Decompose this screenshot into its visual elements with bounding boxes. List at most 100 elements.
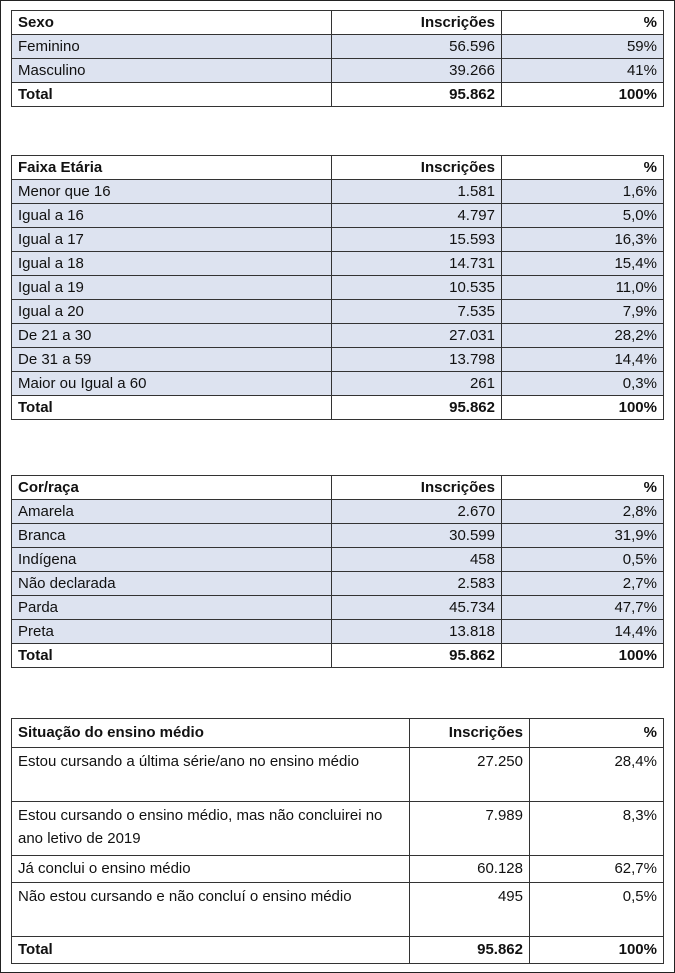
row-percent: 59% bbox=[501, 34, 664, 59]
row-count: 45.734 bbox=[331, 595, 502, 620]
row-percent: 47,7% bbox=[501, 595, 664, 620]
total-percent: 100% bbox=[501, 82, 664, 107]
table-row: Parda 45.734 47,7% bbox=[11, 595, 664, 620]
row-count: 60.128 bbox=[409, 855, 530, 883]
total-count: 95.862 bbox=[409, 936, 530, 964]
table-header-row: Cor/raça Inscrições % bbox=[11, 475, 664, 500]
row-percent: 16,3% bbox=[501, 227, 664, 252]
row-count: 261 bbox=[331, 371, 502, 396]
column-header: Sexo bbox=[11, 10, 332, 35]
table-row: Indígena 458 0,5% bbox=[11, 547, 664, 572]
row-percent: 0,3% bbox=[501, 371, 664, 396]
row-label: Preta bbox=[11, 619, 332, 644]
row-count: 7.535 bbox=[331, 299, 502, 324]
row-count: 39.266 bbox=[331, 58, 502, 83]
row-label: Não declarada bbox=[11, 571, 332, 596]
row-percent: 31,9% bbox=[501, 523, 664, 548]
faixa-etaria-table: Faixa Etária Inscrições % Menor que 16 1… bbox=[11, 155, 664, 420]
row-label: Indígena bbox=[11, 547, 332, 572]
row-percent: 41% bbox=[501, 58, 664, 83]
total-percent: 100% bbox=[501, 643, 664, 668]
row-count: 2.583 bbox=[331, 571, 502, 596]
table-header-row: Situação do ensino médio Inscrições % bbox=[11, 718, 664, 748]
row-label: Maior ou Igual a 60 bbox=[11, 371, 332, 396]
row-count: 30.599 bbox=[331, 523, 502, 548]
row-percent: 2,7% bbox=[501, 571, 664, 596]
table-row: Igual a 18 14.731 15,4% bbox=[11, 251, 664, 276]
column-header: % bbox=[529, 718, 664, 748]
table-row: Masculino 39.266 41% bbox=[11, 58, 664, 83]
row-label: Não estou cursando e não concluí o ensin… bbox=[11, 882, 410, 937]
table-header-row: Sexo Inscrições % bbox=[11, 10, 664, 35]
row-percent: 15,4% bbox=[501, 251, 664, 276]
row-percent: 8,3% bbox=[529, 801, 664, 856]
row-percent: 0,5% bbox=[529, 882, 664, 937]
row-count: 13.818 bbox=[331, 619, 502, 644]
table-row: Amarela 2.670 2,8% bbox=[11, 499, 664, 524]
row-label: Masculino bbox=[11, 58, 332, 83]
table-row: Não declarada 2.583 2,7% bbox=[11, 571, 664, 596]
column-header: Inscrições bbox=[331, 475, 502, 500]
column-header: Faixa Etária bbox=[11, 155, 332, 180]
sexo-table: Sexo Inscrições % Feminino 56.596 59% Ma… bbox=[11, 10, 664, 107]
row-percent: 62,7% bbox=[529, 855, 664, 883]
table-row: Maior ou Igual a 60 261 0,3% bbox=[11, 371, 664, 396]
column-header: Inscrições bbox=[409, 718, 530, 748]
table-row: Branca 30.599 31,9% bbox=[11, 523, 664, 548]
total-label: Total bbox=[11, 395, 332, 420]
column-header: Cor/raça bbox=[11, 475, 332, 500]
column-header: % bbox=[501, 475, 664, 500]
row-label: Estou cursando o ensino médio, mas não c… bbox=[11, 801, 410, 856]
cor-raca-table: Cor/raça Inscrições % Amarela 2.670 2,8%… bbox=[11, 475, 664, 668]
total-count: 95.862 bbox=[331, 82, 502, 107]
total-row: Total 95.862 100% bbox=[11, 936, 664, 964]
total-label: Total bbox=[11, 936, 410, 964]
column-header: Inscrições bbox=[331, 155, 502, 180]
table-row: De 31 a 59 13.798 14,4% bbox=[11, 347, 664, 372]
row-label: Igual a 16 bbox=[11, 203, 332, 228]
row-percent: 7,9% bbox=[501, 299, 664, 324]
table-row: Estou cursando o ensino médio, mas não c… bbox=[11, 801, 664, 856]
row-percent: 5,0% bbox=[501, 203, 664, 228]
total-label: Total bbox=[11, 643, 332, 668]
table-row: Preta 13.818 14,4% bbox=[11, 619, 664, 644]
row-count: 15.593 bbox=[331, 227, 502, 252]
row-label: Amarela bbox=[11, 499, 332, 524]
column-header: Situação do ensino médio bbox=[11, 718, 410, 748]
row-label: De 31 a 59 bbox=[11, 347, 332, 372]
row-count: 458 bbox=[331, 547, 502, 572]
row-count: 1.581 bbox=[331, 179, 502, 204]
table-row: Igual a 19 10.535 11,0% bbox=[11, 275, 664, 300]
row-label: Branca bbox=[11, 523, 332, 548]
table-row: Igual a 20 7.535 7,9% bbox=[11, 299, 664, 324]
total-label: Total bbox=[11, 82, 332, 107]
column-header: % bbox=[501, 10, 664, 35]
total-count: 95.862 bbox=[331, 395, 502, 420]
row-count: 56.596 bbox=[331, 34, 502, 59]
row-count: 14.731 bbox=[331, 251, 502, 276]
row-percent: 2,8% bbox=[501, 499, 664, 524]
table-row: Já conclui o ensino médio 60.128 62,7% bbox=[11, 855, 664, 883]
table-row: De 21 a 30 27.031 28,2% bbox=[11, 323, 664, 348]
row-label: Igual a 18 bbox=[11, 251, 332, 276]
row-label: Menor que 16 bbox=[11, 179, 332, 204]
total-row: Total 95.862 100% bbox=[11, 82, 664, 107]
row-count: 10.535 bbox=[331, 275, 502, 300]
row-count: 495 bbox=[409, 882, 530, 937]
total-percent: 100% bbox=[501, 395, 664, 420]
table-header-row: Faixa Etária Inscrições % bbox=[11, 155, 664, 180]
row-percent: 28,2% bbox=[501, 323, 664, 348]
column-header: Inscrições bbox=[331, 10, 502, 35]
row-count: 13.798 bbox=[331, 347, 502, 372]
row-label: Parda bbox=[11, 595, 332, 620]
total-count: 95.862 bbox=[331, 643, 502, 668]
table-row: Igual a 16 4.797 5,0% bbox=[11, 203, 664, 228]
row-label: Igual a 17 bbox=[11, 227, 332, 252]
table-row: Menor que 16 1.581 1,6% bbox=[11, 179, 664, 204]
row-label: Estou cursando a última série/ano no ens… bbox=[11, 747, 410, 802]
column-header: % bbox=[501, 155, 664, 180]
total-percent: 100% bbox=[529, 936, 664, 964]
table-row: Igual a 17 15.593 16,3% bbox=[11, 227, 664, 252]
row-percent: 11,0% bbox=[501, 275, 664, 300]
row-count: 2.670 bbox=[331, 499, 502, 524]
